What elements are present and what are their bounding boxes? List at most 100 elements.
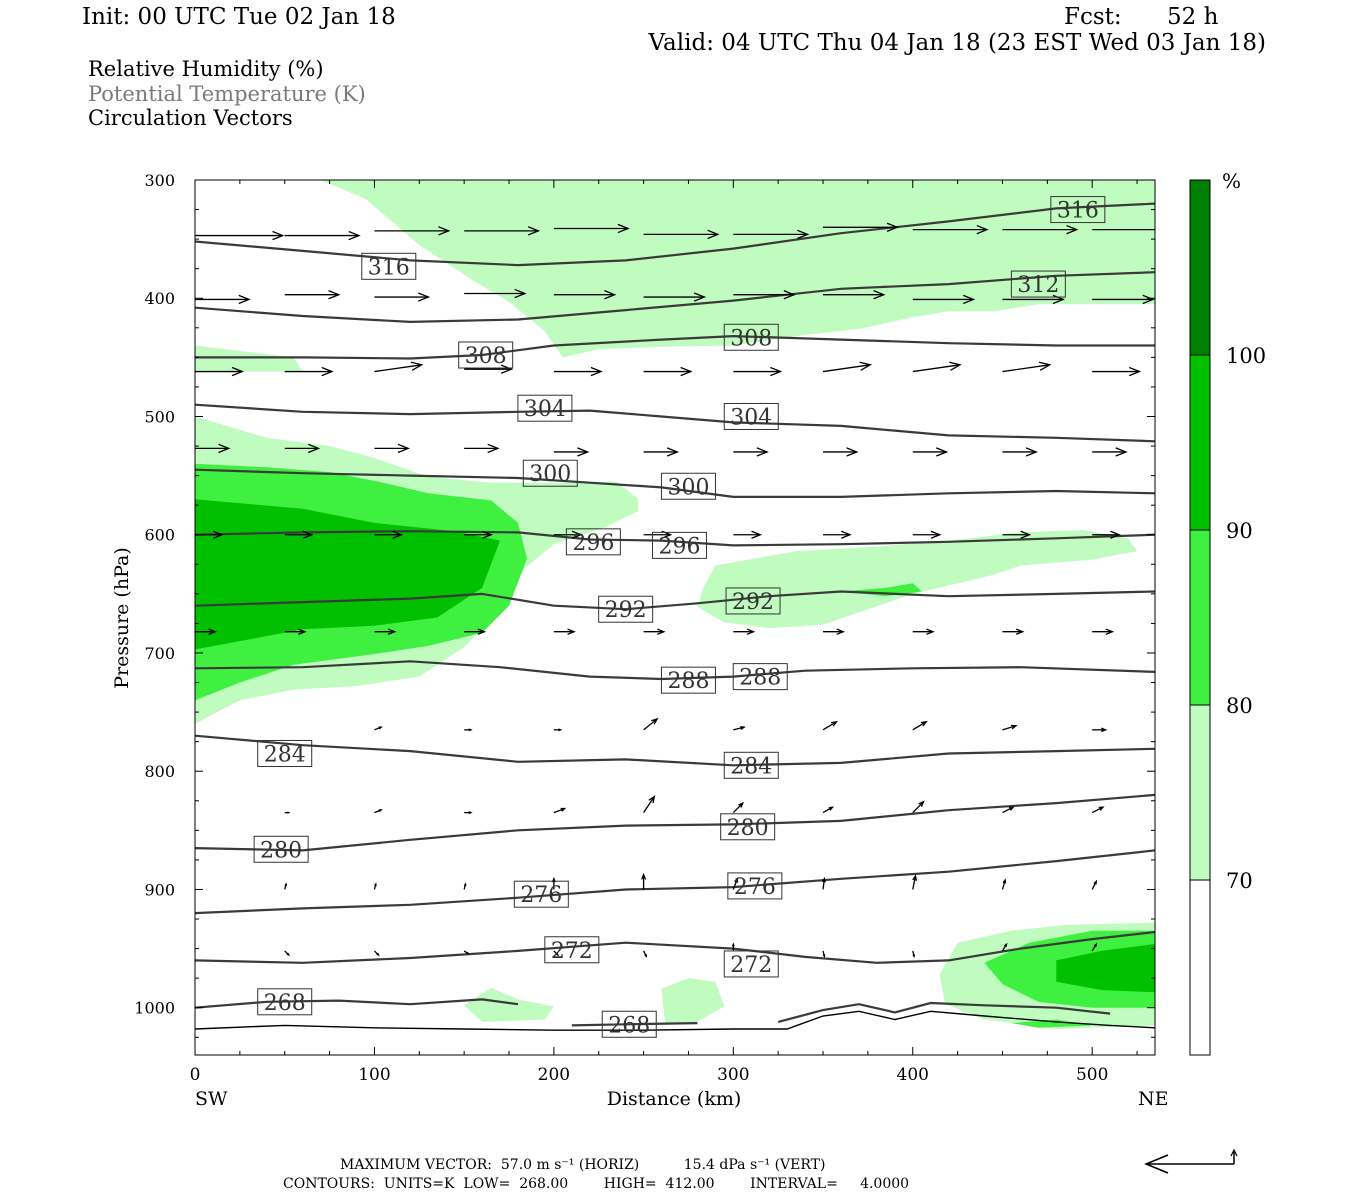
field-rh-label: Relative Humidity (%) (88, 57, 324, 81)
contour-label: 296 (565, 528, 621, 556)
theta-contour-304 (195, 403, 1155, 443)
circulation-vector (284, 950, 291, 957)
circulation-vector (463, 950, 470, 955)
contour-label-text: 296 (572, 531, 614, 556)
contour-label-text: 288 (739, 666, 781, 691)
circulation-vector (284, 811, 291, 814)
y-tick-label: 300 (144, 171, 175, 190)
circulation-vector (822, 720, 839, 731)
circulation-vector (823, 290, 886, 300)
rh-region-70-80 (464, 987, 554, 1022)
colorbar-tick-label: 90 (1226, 519, 1253, 543)
circulation-vector (643, 950, 648, 958)
circulation-vector (1091, 879, 1098, 890)
circulation-vector (643, 794, 656, 813)
contour-label-text: 268 (608, 1013, 650, 1038)
circulation-vector (195, 294, 251, 305)
circulation-vector (464, 443, 500, 454)
circulation-vector (464, 530, 493, 539)
circulation-vector (1002, 530, 1032, 539)
contour-label-text: 312 (1017, 273, 1059, 298)
circulation-vectors (195, 222, 1155, 959)
contour-label: 300 (522, 459, 578, 487)
circulation-vector (464, 288, 527, 299)
circulation-vector (1092, 727, 1108, 733)
circulation-vector (374, 443, 410, 454)
theta-contour-268 (777, 1001, 1111, 1023)
forecast-hours: 52 h (1167, 4, 1219, 30)
contour-label: 304 (723, 402, 779, 430)
circulation-vector (284, 230, 361, 241)
theta-contour-280 (195, 793, 1155, 852)
contour-label-text: 280 (260, 838, 302, 863)
circulation-vector (374, 809, 383, 814)
circulation-vector (373, 950, 380, 957)
circulation-vector (912, 447, 949, 457)
contour-label-text: 284 (730, 754, 772, 779)
x-start-label: SW (195, 1088, 228, 1110)
y-tick-label: 700 (144, 644, 175, 663)
circulation-vector (641, 872, 647, 890)
circulation-vector (733, 229, 810, 240)
contour-label: 268 (601, 1010, 657, 1038)
circulation-vector (733, 628, 756, 635)
x-tick-label: 500 (1076, 1065, 1108, 1085)
circulation-vector (553, 728, 563, 732)
circulation-vector (912, 530, 942, 539)
x-tick-label: 0 (190, 1065, 201, 1085)
circulation-vector (912, 628, 935, 635)
contour-label-text: 300 (529, 462, 571, 487)
circulation-vector (1002, 628, 1025, 635)
circulation-vector (912, 224, 989, 235)
contour-label: 268 (257, 988, 313, 1016)
contour-label-text: 308 (465, 344, 507, 369)
contour-label: 276 (727, 872, 783, 900)
circulation-vector (1002, 806, 1015, 814)
circulation-vector (912, 361, 962, 373)
theta-contour-296 (195, 530, 1155, 547)
y-axis-label: Pressure (hPa) (111, 547, 133, 689)
circulation-vector (464, 364, 514, 374)
contour-label-text: 280 (727, 816, 769, 841)
circulation-vector (733, 725, 746, 731)
theta-contours (195, 202, 1155, 1031)
contour-label: 280 (720, 813, 776, 841)
y-tick-label: 1000 (134, 999, 175, 1018)
field-theta-label: Potential Temperature (K) (88, 82, 366, 106)
contour-label: 276 (513, 880, 569, 908)
circulation-vector (553, 807, 567, 814)
contour-label-text: 276 (520, 883, 562, 908)
circulation-vector (643, 292, 707, 302)
x-tick-label: 400 (897, 1065, 929, 1085)
circulation-vector (284, 628, 307, 635)
circulation-vector (1092, 294, 1155, 305)
valid-time: Valid: 04 UTC Thu 04 Jan 18 (23 EST Wed … (648, 30, 1266, 56)
circulation-vector (731, 942, 735, 951)
circulation-vector (1092, 530, 1121, 539)
contour-label: 312 (1010, 270, 1066, 298)
colorbar-segment (1189, 704, 1211, 881)
circulation-vector (1092, 447, 1128, 457)
theta-contour-276 (195, 849, 1155, 915)
circulation-vector (823, 530, 852, 539)
circulation-vector (823, 222, 900, 232)
contour-labels: 316 316 312 308 308 304 304 300 300 296 296 292 292 2… (253, 196, 1106, 1038)
circulation-vector (822, 950, 826, 959)
rh-region-70-80 (320, 180, 1155, 358)
circulation-vector (912, 720, 928, 731)
contour-label-text: 316 (1057, 199, 1099, 224)
circulation-vector (1092, 229, 1155, 231)
circulation-vector (643, 717, 659, 731)
circulation-vector (374, 361, 424, 373)
x-axis-label: Distance (km) (607, 1088, 742, 1110)
contour-label: 308 (458, 341, 514, 369)
contour-label: 316 (1050, 196, 1106, 224)
theta-contour-316 (195, 202, 1155, 267)
circulation-vector (821, 876, 826, 890)
plot-frame (194, 179, 1156, 1056)
circulation-vector (733, 447, 769, 457)
contour-label-text: 288 (667, 669, 709, 694)
circulation-vector (1002, 724, 1018, 731)
contour-label: 284 (257, 739, 313, 767)
circulation-vector (463, 882, 467, 890)
